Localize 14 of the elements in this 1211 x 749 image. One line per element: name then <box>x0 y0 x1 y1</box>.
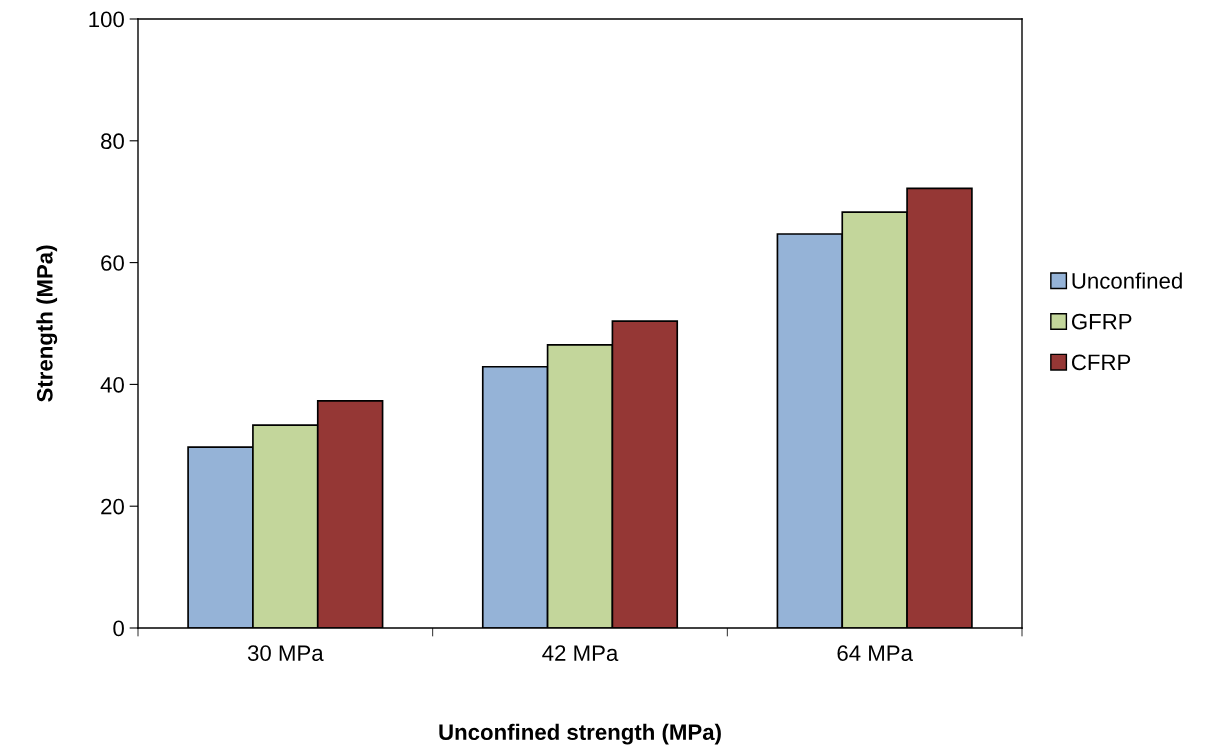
y-tick-label: 80 <box>101 133 124 150</box>
y-tick-label: 100 <box>89 11 124 28</box>
legend-label: GFRP <box>1071 313 1132 330</box>
x-tick-label: 64 MPa <box>837 645 913 661</box>
legend-label: Unconfined <box>1072 272 1182 289</box>
y-tick-label: 60 <box>101 255 124 271</box>
y-tick-label: 0 <box>113 620 124 637</box>
y-axis-title: Strength (MPa) <box>36 245 58 402</box>
x-tick-label: 30 MPa <box>247 645 324 661</box>
x-tick-label: 42 MPa <box>542 645 619 661</box>
x-axis-title: Unconfined strength (MPa) <box>439 723 721 745</box>
legend-label: CFRP <box>1071 354 1131 371</box>
y-tick-label: 40 <box>100 376 124 393</box>
y-tick-label: 20 <box>101 498 124 515</box>
